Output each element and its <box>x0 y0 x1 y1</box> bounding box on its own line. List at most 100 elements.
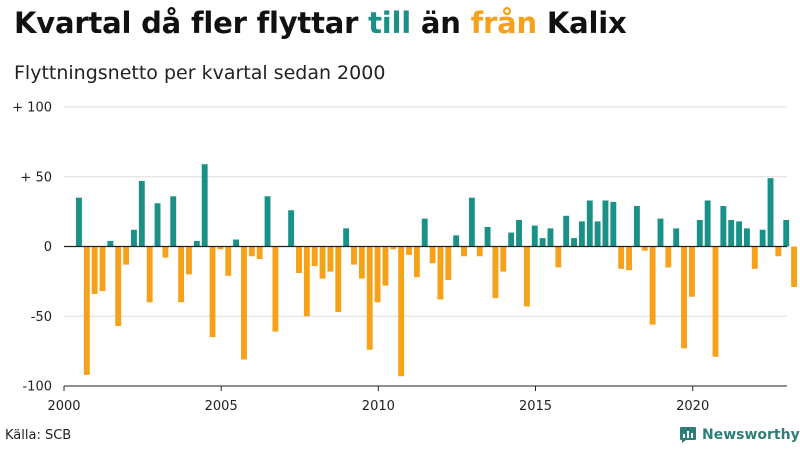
bar: 2011 Q4: -24 <box>445 246 452 280</box>
bar: 2006 Q2: -61 <box>272 246 279 332</box>
bar: 2004 Q4: -21 <box>225 246 232 276</box>
bar: 2017 Q3: -17 <box>626 246 632 271</box>
bar: 2017 Q2: -16 <box>618 246 625 269</box>
title-highlight-in: till <box>368 6 412 40</box>
bar: 2019 Q1: 13 <box>673 228 680 247</box>
bar: 2018 Q1: -3 <box>641 246 648 251</box>
bar: 2021 Q4: 12 <box>759 229 766 247</box>
bar: 2001 Q2: -57 <box>115 246 122 327</box>
bar: 2012 Q2: -7 <box>461 246 467 257</box>
bar: 2005 Q2: -81 <box>241 246 247 360</box>
bars: 2000 Q1: 352000 Q2: -922000 Q3: -342000 … <box>76 164 798 377</box>
bar: 2014 Q3: 15 <box>531 225 538 247</box>
bar: 2012 Q3: 35 <box>468 197 475 247</box>
bar: 2004 Q2: -65 <box>209 246 216 338</box>
bar: 2001 Q3: -13 <box>123 246 130 265</box>
bar: 2012 Q1: 8 <box>453 235 460 247</box>
logo-text: Newsworthy <box>702 427 800 443</box>
bar: 2011 Q1: 20 <box>421 218 428 247</box>
bar: 2002 Q2: -40 <box>146 246 153 303</box>
bar: 2007 Q2: -50 <box>303 246 310 317</box>
bar: 2008 Q4: -13 <box>351 246 357 265</box>
bar: 2020 Q3: 29 <box>720 206 727 247</box>
title-highlight-out: från <box>470 6 538 40</box>
bar: 2010 Q3: -6 <box>406 246 412 255</box>
bar: 2018 Q2: -56 <box>649 246 656 325</box>
bar: 2009 Q2: -74 <box>366 246 373 350</box>
bar: 2008 Q1: -18 <box>327 246 334 272</box>
bar: 2007 Q1: -19 <box>296 246 302 273</box>
bar: 2022 Q4: -29 <box>791 246 798 287</box>
bar: 2017 Q4: 29 <box>633 206 640 247</box>
x-tick-label: 2000 <box>47 399 80 414</box>
bar: 2015 Q3: 22 <box>563 215 570 247</box>
bar-chart-bubble-icon <box>680 427 696 443</box>
bar: 2005 Q4: -9 <box>256 246 263 260</box>
bar: 2018 Q4: -15 <box>665 246 672 268</box>
bar: 2019 Q3: -36 <box>688 246 695 297</box>
bar: 2008 Q3: 13 <box>343 228 350 247</box>
newsworthy-logo: Newsworthy <box>679 426 800 444</box>
bar: 2009 Q3: -40 <box>374 246 381 303</box>
x-tick-label: 2020 <box>676 399 709 414</box>
bar: 2016 Q1: 18 <box>578 221 585 247</box>
bar: 2016 Q4: 33 <box>602 200 609 247</box>
bar: 2013 Q2: -37 <box>492 246 499 299</box>
bar: 2010 Q4: -22 <box>413 246 420 278</box>
bar: 2014 Q4: 6 <box>539 238 546 247</box>
bar: 2016 Q3: 18 <box>594 221 601 247</box>
bar: 2001 Q1: 4 <box>107 240 114 247</box>
bar: 2002 Q1: 47 <box>138 180 145 247</box>
x-tick-label: 2010 <box>362 399 395 414</box>
bar: 2009 Q4: -28 <box>382 246 389 286</box>
bar: 2004 Q3: -2 <box>217 246 224 250</box>
bar: 2015 Q1: 13 <box>547 228 554 247</box>
bar: 2000 Q1: 35 <box>76 197 82 247</box>
bar: 2016 Q2: 33 <box>586 200 593 247</box>
x-tick-label: 2015 <box>519 399 552 414</box>
bar: 2014 Q1: 19 <box>516 220 522 247</box>
bar: 2014 Q2: -43 <box>523 246 530 307</box>
bar: 2010 Q2: -93 <box>398 246 405 377</box>
bar: 2000 Q4: -32 <box>99 246 106 292</box>
bar: 2020 Q4: 19 <box>728 220 735 247</box>
bar: 2003 Q2: -40 <box>178 246 185 303</box>
bar: 2001 Q4: 12 <box>131 229 137 247</box>
bar: 2005 Q3: -7 <box>248 246 255 257</box>
bar: 2010 Q1: -2 <box>390 246 397 250</box>
bar: 2000 Q2: -92 <box>83 246 90 375</box>
bar: 2003 Q3: -20 <box>186 246 192 275</box>
bar: 2002 Q4: -8 <box>162 246 169 258</box>
bar: 2021 Q1: 18 <box>736 221 743 247</box>
bar: 2012 Q4: -7 <box>476 246 483 257</box>
y-tick-label: + 100 <box>12 101 52 116</box>
bar: 2003 Q1: 36 <box>170 196 177 247</box>
title-part-3: Kalix <box>536 6 627 40</box>
bar: 2007 Q4: -23 <box>319 246 326 279</box>
bar: 2002 Q3: 31 <box>154 203 161 247</box>
bar: 2009 Q1: -23 <box>358 246 365 279</box>
y-tick-label: -100 <box>22 380 52 395</box>
x-tick-label: 2005 <box>205 399 238 414</box>
bar: 2013 Q3: -18 <box>500 246 507 272</box>
bar: 2004 Q1: 59 <box>201 164 208 247</box>
chart-subtitle: Flyttningsnetto per kvartal sedan 2000 <box>14 62 386 84</box>
bar: 2017 Q1: 32 <box>610 201 617 247</box>
bar: 2006 Q4: 26 <box>288 210 295 247</box>
bar: 2007 Q3: -14 <box>311 246 318 267</box>
bar: 2022 Q1: 49 <box>767 178 774 247</box>
bar: 2003 Q4: 4 <box>193 240 200 247</box>
bar: 2019 Q4: 19 <box>696 220 703 247</box>
bar: 2005 Q1: 5 <box>233 239 240 247</box>
bar: 2021 Q2: 13 <box>743 228 750 247</box>
bar: 2015 Q4: 6 <box>571 238 577 247</box>
source-note: Källa: SCB <box>5 428 72 443</box>
bar: 2013 Q1: 14 <box>484 226 491 247</box>
bar: 2021 Q3: -16 <box>751 246 758 269</box>
title-part-2: än <box>411 6 471 40</box>
bar: 2020 Q1: 33 <box>704 200 711 247</box>
bar: 2018 Q3: 20 <box>657 218 664 247</box>
y-tick-label: 0 <box>44 240 52 255</box>
y-tick-label: + 50 <box>20 170 52 185</box>
